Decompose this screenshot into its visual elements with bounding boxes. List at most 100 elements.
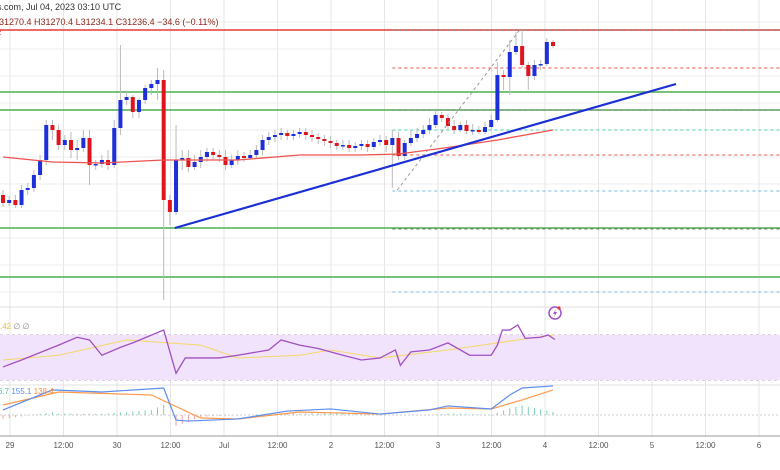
candle-body <box>25 188 30 190</box>
candle <box>415 128 420 142</box>
candle-body <box>235 156 240 160</box>
candle <box>112 120 117 168</box>
candle <box>433 110 438 128</box>
rsi-extra: ∅ ∅ <box>13 322 30 331</box>
candle <box>526 62 531 90</box>
candle-body <box>285 133 290 136</box>
candle <box>297 128 302 138</box>
candle-body <box>365 144 370 147</box>
candle-body <box>334 143 339 146</box>
candle-body <box>310 135 314 137</box>
candle <box>106 150 111 170</box>
macd-histogram-bar <box>163 404 165 415</box>
macd-histogram-bar <box>311 413 313 415</box>
candle <box>118 45 123 135</box>
candle <box>365 140 370 152</box>
overlays <box>2 29 677 230</box>
time-tick-label: 12:00 <box>53 441 74 450</box>
candle-body <box>501 75 506 77</box>
candle <box>445 114 450 130</box>
candle <box>452 120 457 134</box>
macd-histogram-bar <box>546 410 548 415</box>
candle <box>390 130 395 188</box>
candle-body <box>87 138 92 165</box>
candle <box>483 122 488 134</box>
candle <box>149 80 154 95</box>
macd-histogram-bar <box>323 412 325 415</box>
candle-body <box>396 138 401 156</box>
macd-histogram-bar <box>70 413 72 415</box>
candle-body <box>544 42 549 64</box>
lightning-alert-icon[interactable] <box>548 306 562 320</box>
macd-histogram-bar <box>286 413 288 415</box>
macd-histogram-bar <box>157 407 158 415</box>
candle <box>81 130 86 152</box>
candle-body <box>495 75 500 120</box>
candle <box>507 40 512 95</box>
candle <box>38 155 43 180</box>
macd-histogram-bar <box>181 415 183 424</box>
candle-body <box>415 134 420 138</box>
candle <box>260 135 265 155</box>
macd-histogram-bar <box>447 413 449 415</box>
candle <box>279 128 284 140</box>
time-tick-label: 6 <box>757 441 762 450</box>
candle-body <box>260 140 265 150</box>
candle <box>87 130 92 185</box>
candle-body <box>68 140 73 150</box>
candle <box>501 70 506 90</box>
macd-histogram-bar <box>472 414 474 415</box>
candle-body <box>421 130 426 134</box>
candle <box>242 152 247 162</box>
candle-body <box>211 152 216 155</box>
candle <box>513 32 518 55</box>
candle <box>254 145 259 158</box>
bullish-trend-line <box>174 82 677 230</box>
rsi-legend: .42 ∅ ∅ <box>0 322 30 331</box>
candle-body <box>167 200 172 212</box>
macd-histogram-bar <box>132 411 134 415</box>
time-tick-label: 12:00 <box>374 441 395 450</box>
macd-histogram-bar <box>354 413 356 415</box>
candle <box>7 196 12 206</box>
candle-body <box>118 100 123 128</box>
candle-body <box>149 84 154 88</box>
candle <box>68 132 73 158</box>
macd-histogram-bar <box>95 413 97 415</box>
candle-body <box>50 125 55 130</box>
time-tick-label: 12:00 <box>695 441 716 450</box>
candle <box>50 120 55 140</box>
candle <box>551 40 556 48</box>
candle-body <box>93 164 98 166</box>
candle-body <box>458 125 463 130</box>
macd-histogram-bar <box>206 415 208 417</box>
candle-body <box>433 115 438 125</box>
candle-body <box>303 132 308 135</box>
candle <box>62 135 67 150</box>
candle <box>136 98 141 118</box>
candle <box>44 120 49 165</box>
candle-body <box>44 125 49 160</box>
time-tick-label: 30 <box>113 441 122 450</box>
candle <box>489 115 494 130</box>
macd-histogram-bar <box>2 415 4 419</box>
candle-body <box>204 152 209 157</box>
candle-body <box>242 156 247 158</box>
rsi-band <box>0 335 780 380</box>
candle-body <box>483 127 488 132</box>
candle-body <box>402 143 407 156</box>
candle <box>211 148 216 160</box>
macd-histogram-bar <box>64 413 66 415</box>
candle-body <box>297 132 302 134</box>
macd-histogram-bar <box>101 413 103 415</box>
macd-histogram-bar <box>126 411 128 415</box>
candle <box>470 124 475 135</box>
candle <box>427 118 432 134</box>
candle <box>291 130 296 140</box>
candle <box>186 150 191 172</box>
candle <box>303 128 308 140</box>
candle-body <box>371 142 376 147</box>
candle-body <box>174 160 179 212</box>
candle <box>174 125 179 215</box>
